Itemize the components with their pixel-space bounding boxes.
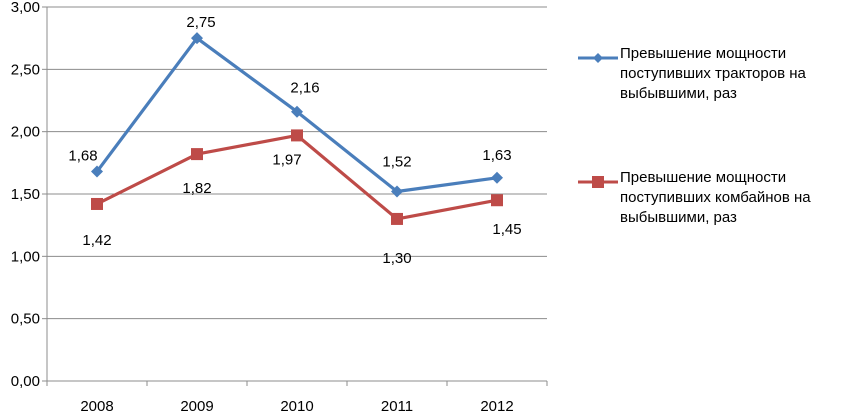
data-point-marker: [291, 105, 303, 118]
y-tick-label: 3,00: [11, 0, 40, 16]
data-label: 1,30: [382, 250, 411, 267]
data-label: 1,63: [482, 147, 511, 164]
series-line-2: [96, 133, 498, 221]
y-tick-label: 0,50: [11, 311, 40, 328]
x-tick-label: 2011: [381, 398, 413, 415]
legend-swatch-tractors: [578, 53, 618, 63]
data-label: 1,68: [68, 148, 97, 165]
data-labels: 1,68 2,75 2,16 1,52 1,63 1,42 1,82 1,97 1,30 1,45: [68, 14, 521, 267]
data-point-marker: [291, 129, 303, 142]
x-tick-label: 2009: [180, 398, 213, 415]
data-label: 2,16: [290, 80, 319, 97]
data-point-marker: [491, 171, 503, 184]
series-lines: [91, 32, 503, 225]
legend-label-line: поступивших тракторов на: [620, 65, 806, 82]
data-point-marker: [91, 165, 103, 178]
legend-label-line: выбывшими, раз: [620, 209, 737, 226]
y-tick-label: 0,00: [11, 373, 40, 390]
data-label: 1,82: [182, 180, 211, 197]
y-tick-label: 1,00: [11, 248, 40, 265]
legend-entry-combines: Превышение мощности поступивших комбайно…: [578, 168, 844, 230]
data-label: 2,75: [186, 14, 215, 31]
data-point-marker: [491, 194, 503, 207]
x-tick-label: 2008: [80, 398, 113, 415]
data-label: 1,52: [382, 154, 411, 171]
data-label: 1,45: [492, 221, 521, 238]
data-point-marker: [91, 197, 103, 210]
legend-label-line: Превышение мощности: [620, 169, 787, 186]
data-point-marker: [191, 32, 203, 45]
gridlines: [47, 6, 547, 382]
axes: 0,00 0,50 1,00 1,50 2,00 2,50 3,00 2008 2009 2010…: [11, 0, 548, 415]
x-tick-label: 2010: [280, 398, 313, 415]
data-point-marker: [191, 148, 203, 161]
legend-label-line: поступивших комбайнов на: [620, 189, 811, 206]
data-point-marker: [391, 185, 403, 198]
legend-swatch-combines: [578, 176, 618, 188]
y-tick-label: 2,00: [11, 124, 40, 141]
y-tick-label: 1,50: [11, 186, 40, 203]
x-tick-label: 2012: [480, 398, 513, 415]
legend-label-line: выбывшими, раз: [620, 85, 737, 102]
data-point-marker: [391, 212, 403, 225]
legend-label-line: Превышение мощности: [620, 45, 787, 62]
legend-label-combines: Превышение мощности поступивших комбайно…: [620, 168, 842, 228]
legend-label-tractors: Превышение мощности поступивших тракторо…: [620, 44, 842, 104]
data-label: 1,97: [272, 151, 301, 168]
legend-entry-tractors: Превышение мощности поступивших тракторо…: [578, 44, 844, 106]
data-label: 1,42: [82, 232, 111, 249]
y-tick-label: 2,50: [11, 61, 40, 78]
legend: Превышение мощности поступивших тракторо…: [578, 44, 844, 230]
